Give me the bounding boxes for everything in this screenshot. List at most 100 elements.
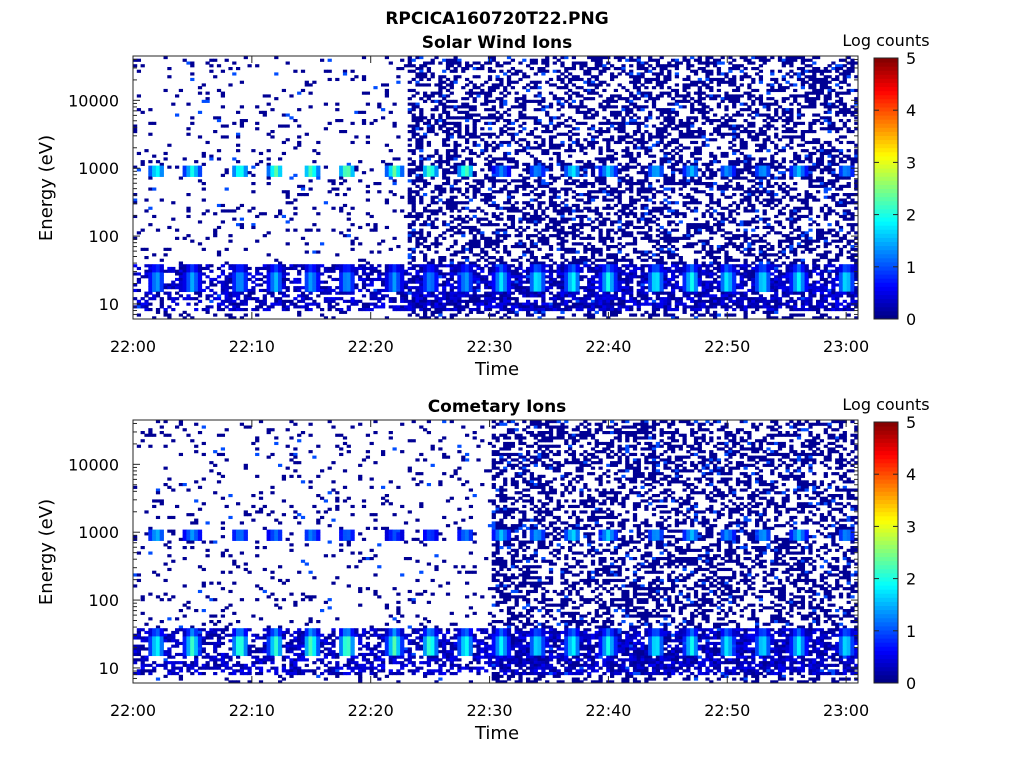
heatmap-cell bbox=[526, 258, 531, 262]
heatmap-cell bbox=[487, 305, 493, 309]
heatmap-cell bbox=[678, 193, 683, 197]
heatmap-cell bbox=[659, 245, 664, 249]
heatmap-cell bbox=[167, 266, 172, 271]
heatmap-cell bbox=[583, 80, 588, 84]
heatmap-cell bbox=[682, 266, 687, 271]
heatmap-cell bbox=[480, 299, 485, 303]
heatmap-cell bbox=[419, 157, 424, 161]
heatmap-cell bbox=[152, 297, 157, 301]
heatmap-cell bbox=[442, 190, 447, 194]
heatmap-cell bbox=[155, 288, 161, 293]
heatmap-cell bbox=[419, 165, 424, 169]
heatmap-cell bbox=[449, 83, 454, 87]
heatmap-cell bbox=[598, 266, 603, 271]
heatmap-cell bbox=[289, 299, 294, 303]
heatmap-cell bbox=[438, 157, 443, 161]
heatmap-cell bbox=[506, 209, 512, 213]
heatmap-cell bbox=[629, 308, 634, 312]
heatmap-cell bbox=[442, 140, 447, 145]
heatmap-cell bbox=[648, 168, 653, 172]
heatmap-cell bbox=[159, 272, 164, 276]
heatmap-cell bbox=[510, 67, 516, 71]
heatmap-cell bbox=[606, 294, 611, 298]
heatmap-cell bbox=[339, 130, 344, 134]
heatmap-cell bbox=[430, 61, 435, 65]
heatmap-cell bbox=[541, 190, 546, 194]
heatmap-cell bbox=[606, 121, 611, 125]
heatmap-cell bbox=[499, 261, 504, 265]
heatmap-cell bbox=[320, 308, 325, 312]
heatmap-cell bbox=[175, 269, 180, 273]
heatmap-cell bbox=[644, 124, 649, 128]
heatmap-cell bbox=[579, 297, 584, 301]
heatmap-cell bbox=[175, 165, 180, 169]
heatmap-cell bbox=[526, 203, 531, 208]
heatmap-cell bbox=[278, 171, 283, 175]
heatmap-cell bbox=[396, 288, 401, 293]
heatmap-cell bbox=[278, 280, 283, 284]
heatmap-cell bbox=[590, 168, 596, 172]
heatmap-cell bbox=[465, 130, 470, 134]
heatmap-cell bbox=[419, 77, 424, 82]
heatmap-cell bbox=[350, 239, 355, 243]
heatmap-cell bbox=[465, 313, 470, 317]
heatmap-cell bbox=[358, 110, 363, 114]
heatmap-cell bbox=[674, 160, 680, 164]
heatmap-cell bbox=[453, 231, 458, 235]
heatmap-cell bbox=[457, 168, 462, 172]
heatmap-cell bbox=[342, 165, 348, 169]
heatmap-cell bbox=[274, 97, 279, 101]
heatmap-cell bbox=[442, 288, 447, 293]
heatmap-cell bbox=[663, 228, 668, 232]
heatmap-cell bbox=[648, 297, 653, 301]
heatmap-cell bbox=[571, 190, 577, 194]
heatmap-cell bbox=[384, 94, 390, 98]
heatmap-cell bbox=[430, 94, 435, 98]
heatmap-cell bbox=[480, 234, 485, 238]
heatmap-cell bbox=[308, 91, 313, 95]
heatmap-cell bbox=[594, 157, 599, 161]
heatmap-cell bbox=[663, 130, 668, 134]
heatmap-cell bbox=[682, 56, 687, 60]
heatmap-cell bbox=[316, 294, 321, 298]
heatmap-cell bbox=[564, 119, 569, 123]
heatmap-cell bbox=[346, 308, 351, 312]
heatmap-cell bbox=[163, 310, 168, 314]
heatmap-cell bbox=[396, 308, 401, 312]
heatmap-cell bbox=[548, 91, 554, 95]
heatmap-cell bbox=[533, 179, 538, 183]
heatmap-cell bbox=[342, 69, 348, 73]
heatmap-cell bbox=[255, 272, 260, 276]
heatmap-cell bbox=[564, 69, 569, 73]
heatmap-cell bbox=[552, 217, 557, 221]
heatmap-cell bbox=[625, 234, 630, 238]
heatmap-cell bbox=[308, 291, 313, 295]
heatmap-cell bbox=[583, 138, 588, 142]
heatmap-cell bbox=[510, 220, 516, 224]
heatmap-cell bbox=[339, 277, 344, 282]
heatmap-cell bbox=[602, 168, 607, 172]
heatmap-cell bbox=[663, 179, 668, 183]
heatmap-cell bbox=[636, 299, 641, 303]
heatmap-cell bbox=[468, 184, 474, 188]
heatmap-cell bbox=[674, 236, 680, 240]
heatmap-cell bbox=[556, 286, 561, 290]
heatmap-cell bbox=[629, 176, 634, 180]
heatmap-cell bbox=[449, 266, 454, 271]
heatmap-cell bbox=[201, 83, 206, 87]
heatmap-cell bbox=[678, 236, 683, 240]
heatmap-cell bbox=[671, 275, 676, 279]
heatmap-cell bbox=[579, 286, 584, 290]
heatmap-cell bbox=[461, 261, 466, 265]
heatmap-cell bbox=[602, 67, 607, 71]
heatmap-cell bbox=[423, 316, 428, 320]
heatmap-cell bbox=[629, 288, 634, 293]
heatmap-cell bbox=[335, 193, 340, 197]
heatmap-cell bbox=[361, 264, 367, 268]
heatmap-cell bbox=[659, 201, 664, 205]
heatmap-cell bbox=[278, 277, 283, 282]
heatmap-cell bbox=[587, 236, 592, 240]
heatmap-cell bbox=[506, 83, 512, 87]
heatmap-cell bbox=[430, 258, 435, 262]
heatmap-cell bbox=[476, 187, 481, 191]
